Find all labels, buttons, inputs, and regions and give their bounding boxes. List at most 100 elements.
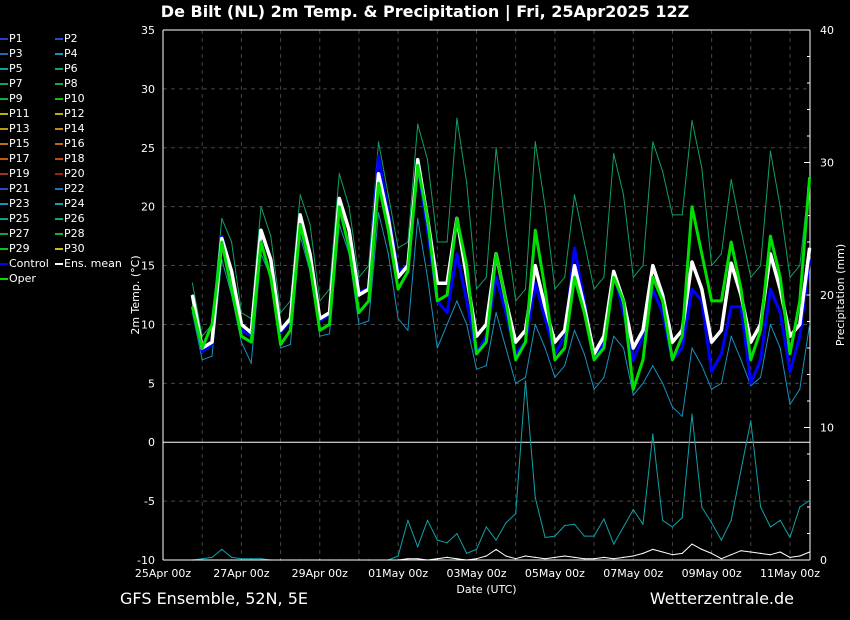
y-right-tick-label: 30 — [820, 157, 834, 170]
data-point — [201, 559, 203, 561]
data-point — [642, 552, 644, 554]
data-point — [417, 123, 419, 125]
data-point — [573, 556, 576, 558]
data-point — [720, 329, 723, 331]
data-point — [270, 559, 272, 561]
data-point — [446, 294, 448, 296]
legend-item: P14 — [55, 122, 85, 135]
data-point — [240, 335, 242, 337]
data-point — [201, 359, 203, 361]
legend-swatch — [0, 38, 8, 40]
data-point — [769, 235, 772, 237]
data-point — [358, 294, 360, 296]
data-point — [309, 223, 311, 225]
legend-swatch — [55, 203, 63, 205]
data-point — [524, 288, 527, 290]
data-point — [564, 276, 566, 278]
data-point — [191, 282, 193, 284]
legend-swatch — [0, 158, 8, 160]
data-point — [475, 558, 478, 560]
legend-label: P2 — [64, 32, 78, 45]
legend-swatch — [0, 248, 8, 250]
legend-swatch — [55, 263, 63, 265]
data-point — [466, 264, 468, 267]
data-point — [789, 536, 791, 539]
data-point — [671, 406, 674, 408]
legend-item: Control — [0, 257, 49, 270]
data-point — [564, 365, 566, 367]
data-point — [789, 276, 791, 278]
data-point — [681, 214, 683, 216]
legend-swatch — [55, 158, 63, 160]
data-point — [515, 382, 517, 384]
data-point — [230, 288, 233, 290]
data-point — [779, 519, 781, 521]
data-point — [750, 385, 752, 387]
x-tick-label: 01May 00z — [368, 567, 428, 580]
legend-swatch — [0, 233, 8, 235]
data-point — [799, 388, 801, 390]
legend-item: P16 — [55, 137, 85, 150]
data-point — [730, 178, 732, 181]
data-point — [652, 276, 654, 278]
x-axis-label: Date (UTC) — [456, 583, 516, 596]
y-right-tick-label: 20 — [820, 289, 834, 302]
data-point — [701, 253, 703, 255]
data-point — [750, 382, 752, 384]
data-point — [260, 229, 262, 231]
data-point — [613, 335, 615, 337]
model-info: GFS Ensemble, 52N, 5E — [120, 589, 308, 608]
data-point — [799, 264, 801, 267]
y-tick-label: 5 — [148, 377, 155, 390]
data-point — [622, 194, 625, 196]
data-point — [564, 347, 566, 349]
data-point — [603, 276, 605, 278]
data-point — [760, 264, 762, 267]
legend-label: P15 — [9, 137, 30, 150]
data-point — [681, 347, 683, 349]
data-point — [573, 276, 576, 278]
data-point — [446, 323, 448, 326]
data-point — [338, 197, 340, 200]
x-tick-label: 07May 00z — [603, 567, 663, 580]
data-point — [270, 259, 272, 261]
legend-item: P23 — [0, 197, 30, 210]
data-point — [554, 376, 556, 379]
data-point — [191, 306, 193, 308]
data-point — [201, 558, 203, 560]
series-line-ensemble-min — [191, 212, 811, 417]
legend-label: P18 — [64, 152, 85, 165]
data-point — [250, 362, 252, 364]
data-point — [397, 247, 399, 249]
legend-swatch — [0, 83, 8, 85]
legend-swatch — [0, 263, 8, 265]
data-point — [662, 294, 664, 296]
data-point — [711, 264, 713, 267]
data-point — [417, 164, 419, 167]
legend-label: P21 — [9, 182, 30, 195]
data-point — [779, 312, 781, 314]
data-point — [240, 558, 242, 560]
x-tick-label: 05May 00z — [525, 567, 585, 580]
data-point — [279, 559, 282, 561]
legend-item: P1 — [0, 32, 23, 45]
data-point — [671, 526, 674, 528]
data-point — [279, 312, 282, 314]
data-point — [495, 312, 497, 314]
data-point — [436, 347, 438, 349]
data-point — [524, 376, 527, 379]
data-point — [534, 229, 536, 231]
data-point — [387, 217, 389, 220]
legend-item: P11 — [0, 107, 30, 120]
legend-label: P20 — [64, 167, 85, 180]
legend-item: P2 — [55, 32, 78, 45]
data-point — [769, 288, 772, 290]
data-point — [397, 555, 399, 557]
data-point — [270, 276, 272, 278]
data-point — [211, 556, 213, 558]
data-point — [260, 558, 262, 560]
data-point — [720, 300, 723, 302]
data-point — [397, 288, 399, 290]
legend-label: P28 — [64, 227, 85, 240]
data-point — [662, 312, 664, 314]
